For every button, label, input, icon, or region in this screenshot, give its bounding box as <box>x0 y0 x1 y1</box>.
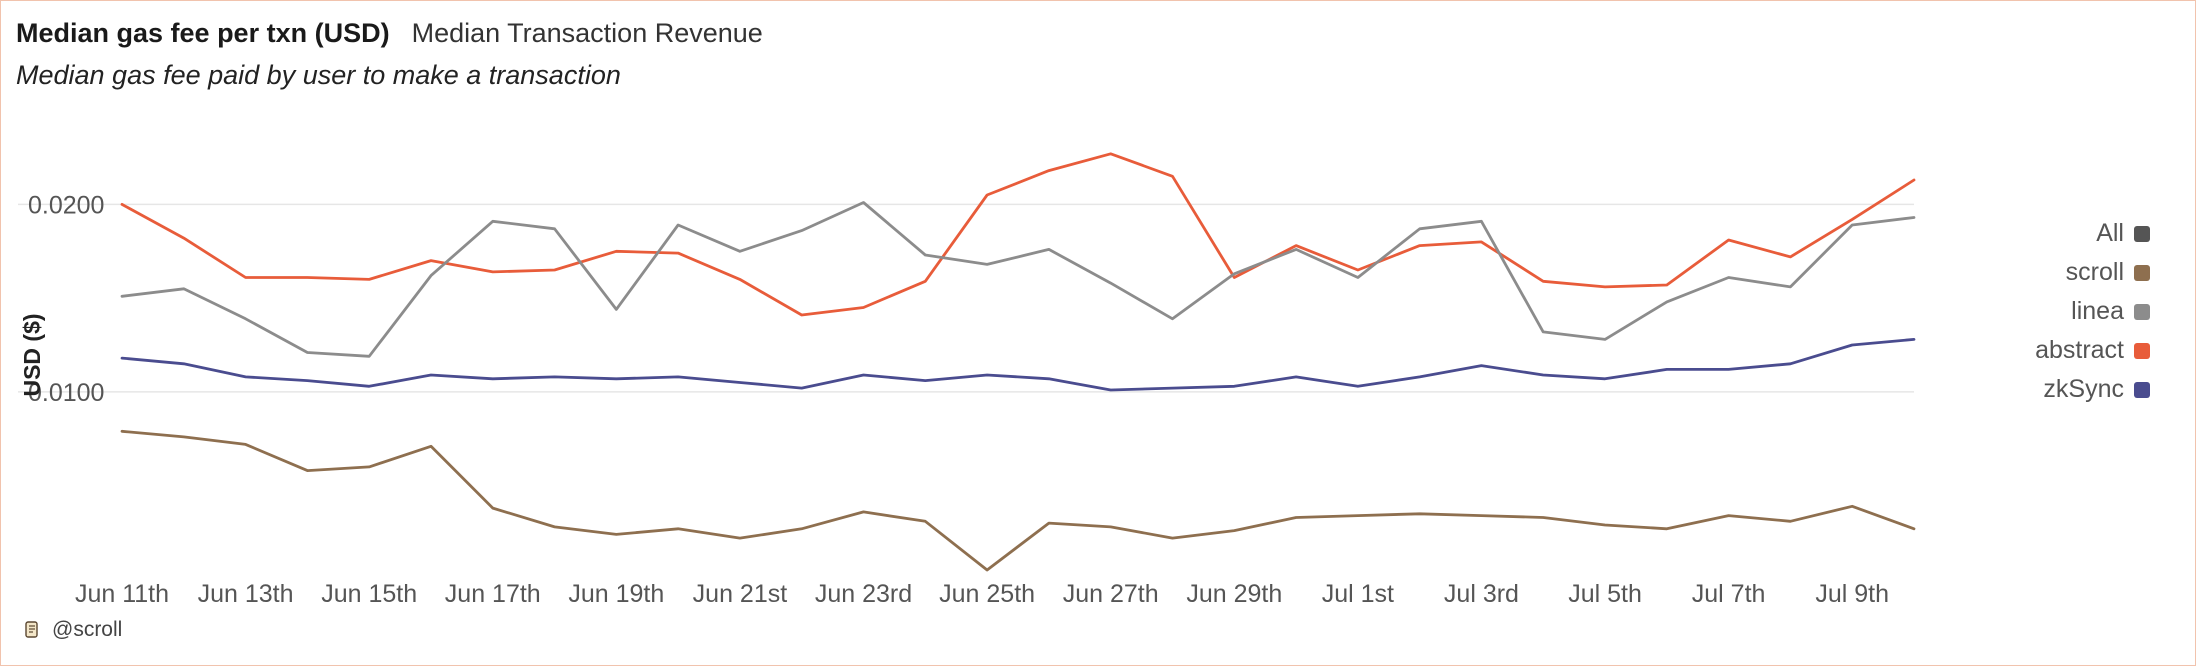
footer-handle: @scroll <box>52 618 123 641</box>
legend-label: abstract <box>2035 336 2124 364</box>
chart-header: Median gas fee per txn (USD) Median Tran… <box>16 18 763 49</box>
legend-label: scroll <box>2065 258 2124 286</box>
series-line-linea <box>120 201 1916 358</box>
y-axis-label: USD ($) <box>19 313 45 396</box>
footer: @scroll <box>24 618 122 642</box>
x-tick-label: Jun 25th <box>939 580 1035 608</box>
tab-median-gas-fee[interactable]: Median gas fee per txn (USD) <box>16 18 390 48</box>
x-tick-label: Jul 1st <box>1322 580 1394 608</box>
tab-median-transaction-revenue[interactable]: Median Transaction Revenue <box>411 18 763 48</box>
chart-subtitle: Median gas fee paid by user to make a tr… <box>16 60 621 90</box>
legend-item-scroll[interactable]: scroll <box>2065 258 2150 286</box>
y-tick-label: 0.0200 <box>28 191 104 219</box>
legend-swatch <box>2134 303 2150 320</box>
x-tick-label: Jun 27th <box>1063 580 1159 608</box>
x-tick-label: Jun 29th <box>1186 580 1282 608</box>
chart-legend: All scroll linea abstract zkSync <box>2035 219 2150 403</box>
x-tick-label: Jun 21st <box>693 580 788 608</box>
legend-label: zkSync <box>2043 375 2124 403</box>
legend-swatch <box>2134 342 2150 359</box>
x-tick-label: Jul 5th <box>1568 580 1642 608</box>
legend-label: All <box>2096 219 2124 247</box>
x-tick-label: Jun 13th <box>198 580 294 608</box>
x-tick-label: Jun 19th <box>568 580 664 608</box>
x-tick-label: Jun 11th <box>75 580 169 608</box>
legend-swatch <box>2134 264 2150 281</box>
legend-item-abstract[interactable]: abstract <box>2035 336 2150 364</box>
series-line-abstract <box>120 152 1916 317</box>
series-line-zksync <box>120 337 1916 392</box>
x-tick-label: Jun 23rd <box>815 580 912 608</box>
legend-swatch <box>2134 381 2150 398</box>
legend-item-all[interactable]: All <box>2096 219 2150 247</box>
x-tick-label: Jul 7th <box>1692 580 1766 608</box>
legend-label: linea <box>2071 297 2124 325</box>
legend-item-zksync[interactable]: zkSync <box>2043 375 2150 403</box>
series-line-scroll <box>120 429 1916 572</box>
x-tick-label: Jul 9th <box>1815 580 1889 608</box>
scroll-icon <box>25 621 38 638</box>
x-tick-label: Jul 3rd <box>1444 580 1519 608</box>
legend-item-linea[interactable]: linea <box>2071 297 2150 325</box>
x-tick-label: Jun 15th <box>321 580 417 608</box>
legend-swatch <box>2134 225 2150 242</box>
y-tick-label: 0.0100 <box>28 379 104 407</box>
x-tick-label: Jun 17th <box>445 580 541 608</box>
